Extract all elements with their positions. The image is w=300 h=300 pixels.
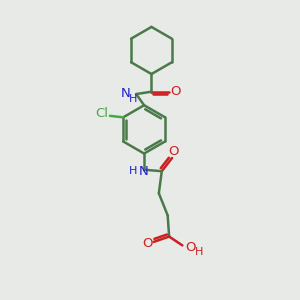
Text: H: H bbox=[195, 247, 203, 256]
Text: O: O bbox=[168, 145, 179, 158]
Text: O: O bbox=[185, 241, 196, 254]
Text: Cl: Cl bbox=[95, 107, 109, 120]
Text: H: H bbox=[129, 94, 137, 104]
Text: N: N bbox=[139, 165, 149, 178]
Text: N: N bbox=[121, 87, 131, 100]
Text: O: O bbox=[171, 85, 181, 98]
Text: H: H bbox=[129, 166, 138, 176]
Text: O: O bbox=[142, 237, 153, 250]
